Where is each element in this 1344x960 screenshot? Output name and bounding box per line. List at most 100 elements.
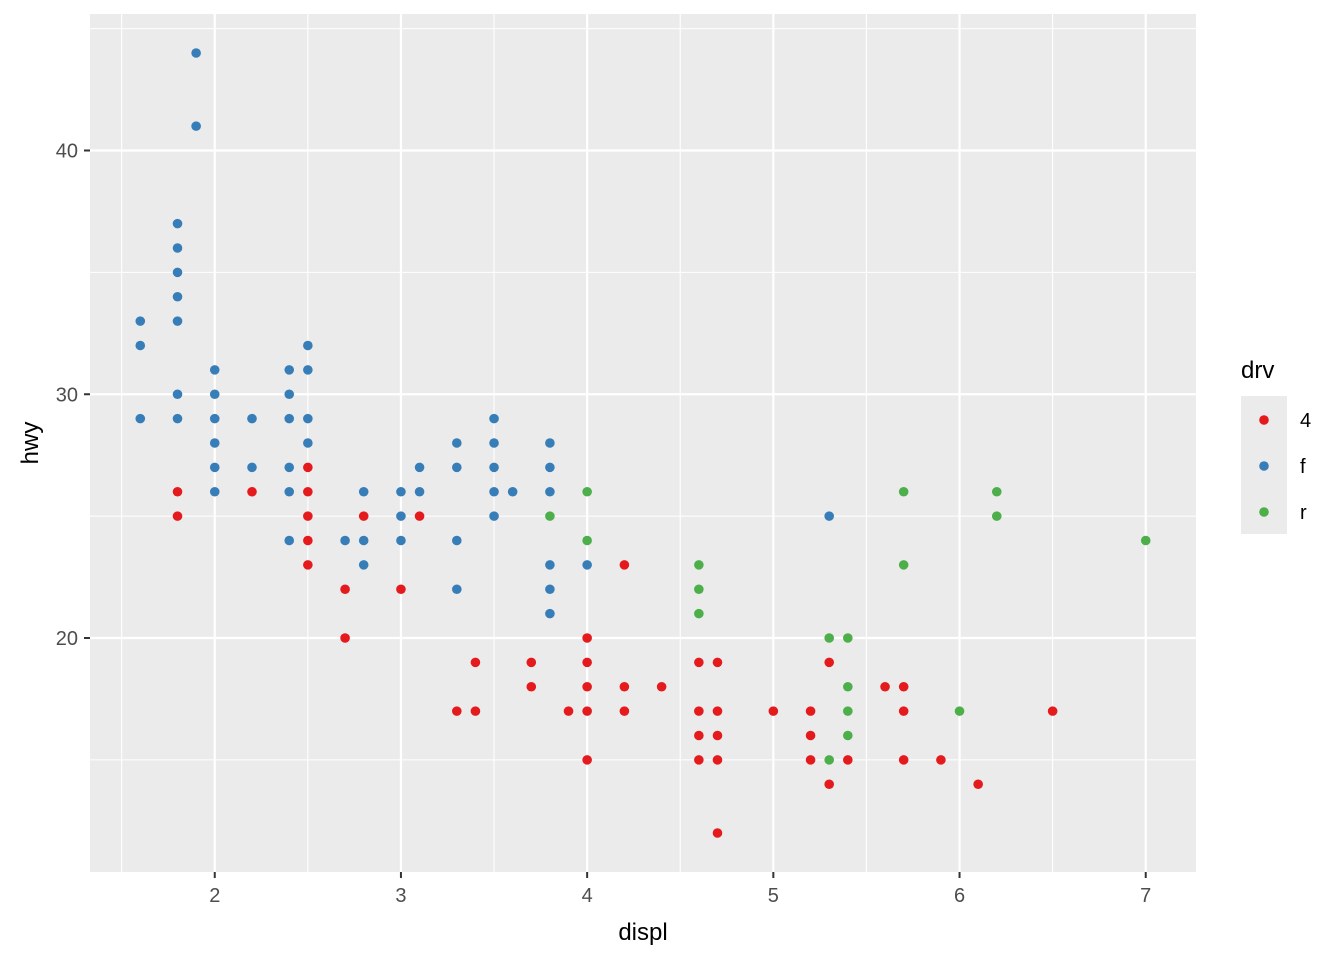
plot-panel xyxy=(90,14,1196,872)
data-point-4 xyxy=(452,706,462,716)
data-point-4 xyxy=(470,706,481,716)
data-point-4 xyxy=(172,511,183,521)
data-point-f xyxy=(358,535,369,546)
x-tick-label: 3 xyxy=(395,885,406,907)
legend-label-r: r xyxy=(1300,502,1307,524)
data-point-4 xyxy=(526,681,537,692)
data-point-4 xyxy=(563,706,574,716)
data-point-f xyxy=(358,486,369,497)
data-point-f xyxy=(414,486,425,497)
data-point-4 xyxy=(973,779,983,790)
data-point-f xyxy=(172,389,183,400)
data-point-f xyxy=(452,462,462,473)
legend-title: drv xyxy=(1241,357,1274,384)
data-point-4 xyxy=(768,706,779,716)
data-point-r xyxy=(694,584,704,595)
gridlines xyxy=(90,14,1196,872)
data-point-4 xyxy=(526,657,537,668)
data-point-r xyxy=(1140,535,1151,546)
data-point-4 xyxy=(843,755,853,765)
data-point-f xyxy=(209,486,220,497)
data-point-f xyxy=(545,560,555,570)
data-point-4 xyxy=(712,706,723,716)
x-tick-label: 4 xyxy=(582,885,593,907)
data-point-f xyxy=(172,316,183,326)
data-point-f xyxy=(489,413,499,424)
data-point-4 xyxy=(694,657,704,668)
data-point-f xyxy=(172,267,183,278)
data-point-f xyxy=(247,462,257,473)
legend-key-4 xyxy=(1259,415,1269,425)
data-point-f xyxy=(452,584,462,595)
legend-key-f xyxy=(1259,461,1269,471)
data-point-f xyxy=(358,560,369,570)
data-point-4 xyxy=(340,633,350,643)
data-point-4 xyxy=(712,755,723,765)
data-point-4 xyxy=(824,779,834,790)
data-point-f xyxy=(135,340,146,351)
x-tick-label: 2 xyxy=(209,885,220,907)
data-point-f xyxy=(247,413,257,424)
data-point-f xyxy=(209,462,220,473)
data-point-f xyxy=(172,243,183,253)
data-point-f xyxy=(396,535,406,546)
data-point-f xyxy=(303,438,313,448)
data-point-r xyxy=(843,706,853,716)
data-point-f xyxy=(191,48,201,58)
data-point-r xyxy=(991,511,1002,521)
data-point-4 xyxy=(805,755,816,765)
data-point-r xyxy=(824,755,834,765)
data-point-f xyxy=(284,365,295,375)
data-point-4 xyxy=(880,681,890,692)
data-points xyxy=(135,48,1151,838)
x-axis-title: displ xyxy=(618,919,667,946)
data-point-4 xyxy=(172,486,183,497)
data-point-4 xyxy=(470,657,481,668)
x-tick-label: 6 xyxy=(954,885,965,907)
data-point-r xyxy=(582,486,592,497)
data-point-f xyxy=(545,438,555,448)
legend-label-4: 4 xyxy=(1300,410,1311,432)
data-point-f xyxy=(284,535,295,546)
data-point-4 xyxy=(712,730,723,741)
data-point-4 xyxy=(303,486,313,497)
data-point-r xyxy=(843,730,853,741)
data-point-4 xyxy=(805,706,816,716)
y-tick-label: 30 xyxy=(56,384,78,406)
data-point-f xyxy=(507,486,518,497)
data-point-f xyxy=(545,486,555,497)
data-point-4 xyxy=(619,681,630,692)
data-point-f xyxy=(545,584,555,595)
legend: drv 4 f r xyxy=(1241,357,1311,534)
data-point-4 xyxy=(656,681,667,692)
data-point-4 xyxy=(303,462,313,473)
data-point-f xyxy=(303,365,313,375)
data-point-f xyxy=(209,365,220,375)
x-tick-label: 5 xyxy=(768,885,779,907)
data-point-f xyxy=(191,121,201,131)
data-point-4 xyxy=(303,511,313,521)
data-point-f xyxy=(284,486,295,497)
data-point-f xyxy=(489,438,499,448)
data-point-4 xyxy=(824,657,834,668)
data-point-f xyxy=(209,413,220,424)
data-point-4 xyxy=(712,657,723,668)
data-point-4 xyxy=(1047,706,1058,716)
data-point-f xyxy=(582,560,592,570)
data-point-r xyxy=(824,633,834,643)
data-point-4 xyxy=(358,511,369,521)
legend-key-r xyxy=(1259,507,1269,517)
data-point-4 xyxy=(619,560,630,570)
data-point-r xyxy=(954,706,965,716)
data-point-f xyxy=(209,389,220,400)
data-point-r xyxy=(898,560,909,570)
data-point-r xyxy=(545,511,555,521)
data-point-f xyxy=(489,486,499,497)
data-point-4 xyxy=(582,681,592,692)
data-point-4 xyxy=(619,706,630,716)
data-point-4 xyxy=(712,828,723,838)
data-point-f xyxy=(284,389,295,400)
data-point-r xyxy=(843,633,853,643)
y-axis-title: hwy xyxy=(17,422,44,465)
data-point-f xyxy=(414,462,425,473)
